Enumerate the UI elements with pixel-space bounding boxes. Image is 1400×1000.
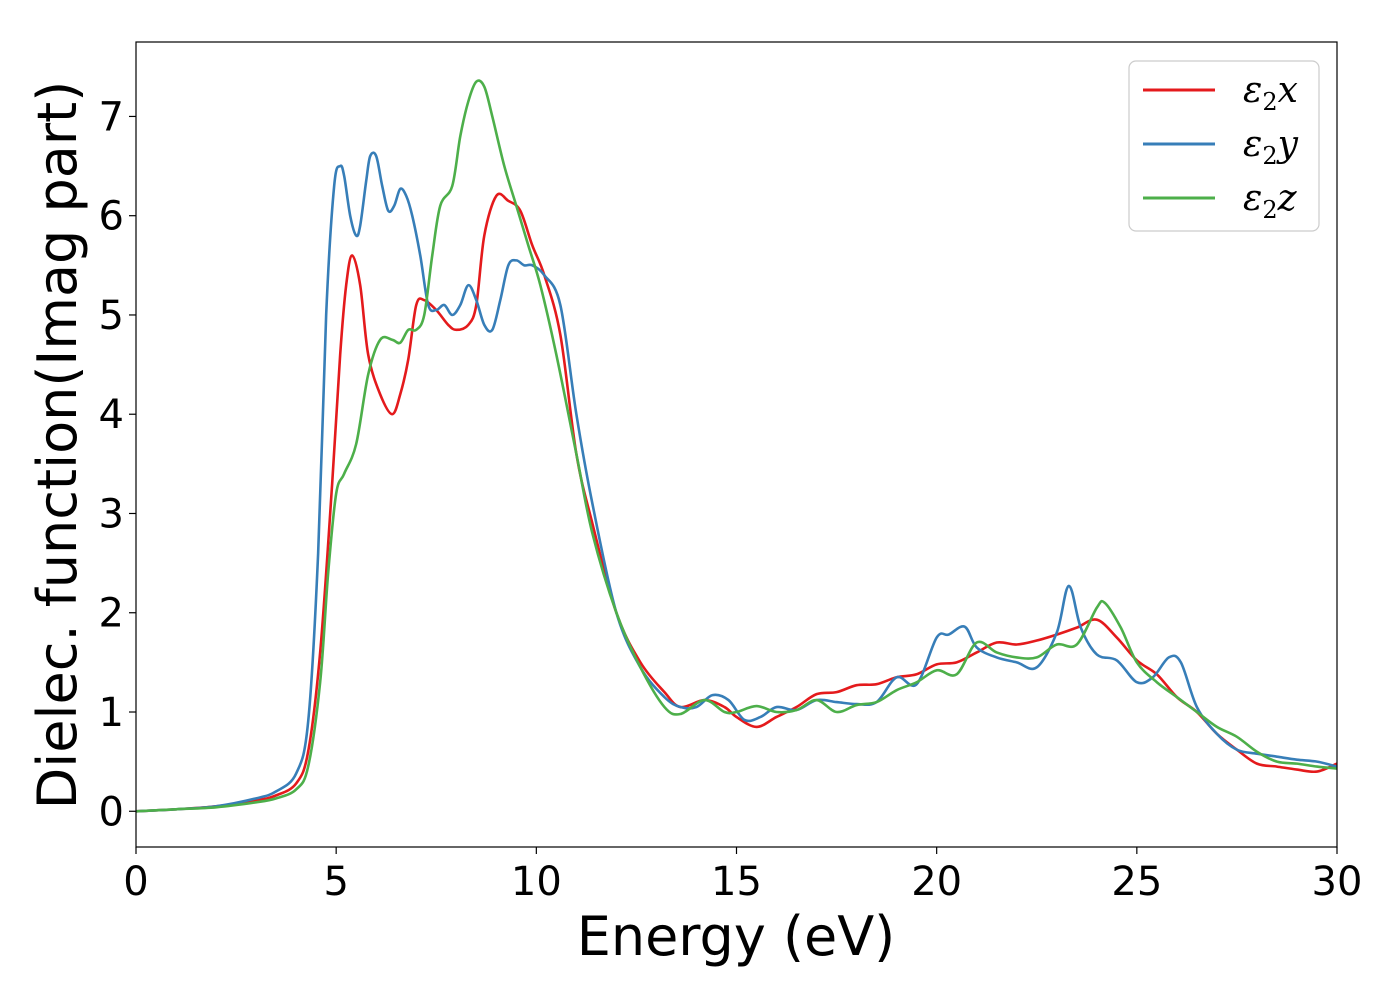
x-tick-label: 15 xyxy=(711,859,762,905)
legend: ε2x ε2y ε2z xyxy=(1128,60,1320,232)
y-tick-label: 7 xyxy=(99,94,124,140)
y-tick-label: 4 xyxy=(99,392,124,438)
legend-frame xyxy=(1128,60,1320,232)
legend-label-x: ε2x xyxy=(1243,70,1298,116)
x-axis: 0 5 10 15 20 25 30 xyxy=(123,847,1362,905)
x-tick-label: 10 xyxy=(511,859,562,905)
y-tick-label: 2 xyxy=(99,591,124,637)
legend-label-y: ε2y xyxy=(1243,124,1299,170)
y-tick-label: 3 xyxy=(99,491,124,537)
x-tick-label: 25 xyxy=(1111,859,1162,905)
x-tick-label: 30 xyxy=(1312,859,1363,905)
x-tick-label: 20 xyxy=(911,859,962,905)
series-line-y xyxy=(135,151,1338,813)
x-axis-title: Energy (eV) xyxy=(577,905,896,968)
x-tick-label: 0 xyxy=(123,859,148,905)
y-tick-label: 0 xyxy=(99,789,124,835)
series-line-z xyxy=(135,79,1338,813)
series-layer xyxy=(135,79,1338,813)
y-axis: 0 1 2 3 4 5 6 7 xyxy=(99,94,136,835)
legend-label-z: ε2z xyxy=(1243,178,1298,224)
y-axis-title: Dielec. function(Imag part) xyxy=(26,81,89,810)
y-tick-label: 5 xyxy=(99,293,124,339)
y-tick-label: 1 xyxy=(99,690,124,736)
y-tick-label: 6 xyxy=(99,194,124,240)
x-tick-label: 5 xyxy=(323,859,348,905)
